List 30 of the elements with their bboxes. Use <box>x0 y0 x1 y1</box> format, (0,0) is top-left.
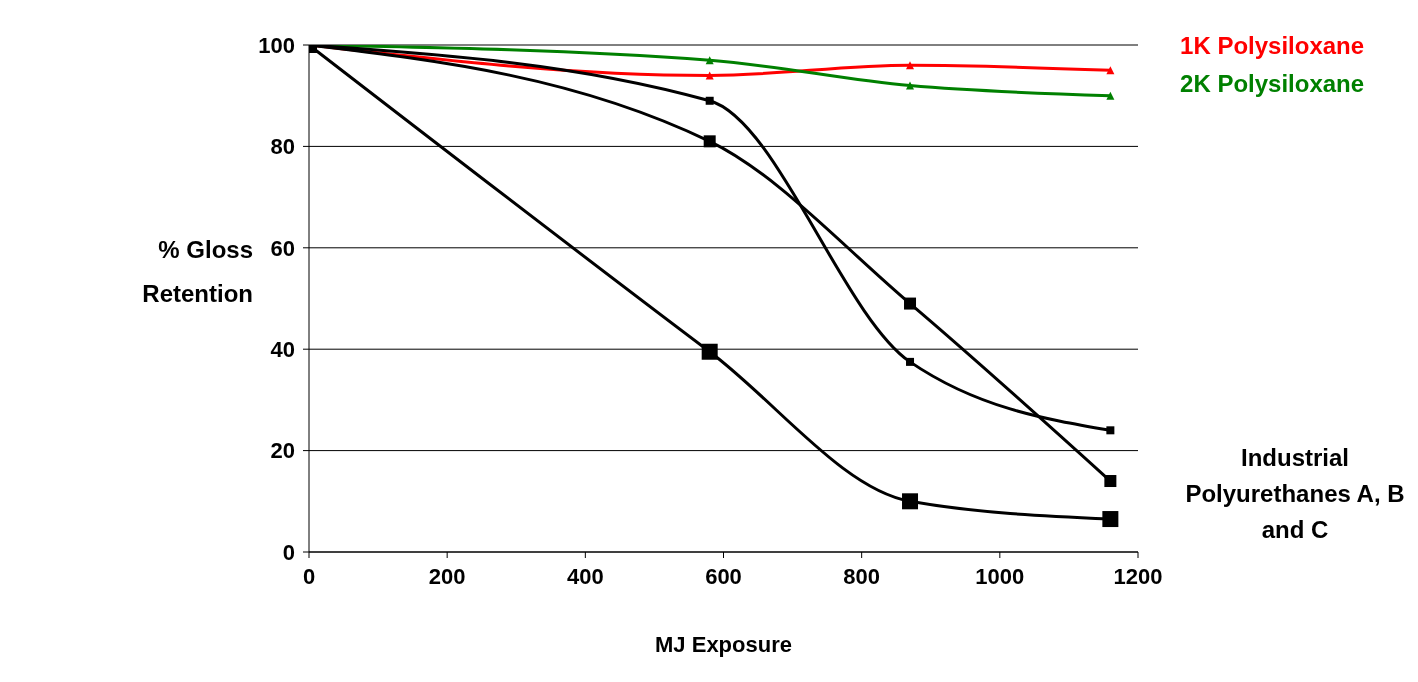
x-tick-label: 200 <box>428 563 466 589</box>
x-axis-title: MJ Exposure <box>655 632 792 657</box>
point <box>1106 91 1115 100</box>
y-tick-label: 80 <box>270 134 295 160</box>
y-tick-label: 60 <box>270 235 295 261</box>
point <box>705 96 714 105</box>
point <box>701 343 718 360</box>
y-tick-label: 20 <box>270 438 295 464</box>
text: 2K Polysiloxane <box>1180 69 1365 98</box>
y-tick-label: 100 <box>258 32 295 58</box>
y-tick-label: 0 <box>282 539 295 565</box>
text: Industrial Polyurethanes A, B and C <box>1184 443 1406 546</box>
point <box>1106 426 1115 435</box>
text: 1K Polysiloxane <box>1180 32 1365 61</box>
y-tick-label: 40 <box>270 337 295 363</box>
point <box>906 81 915 90</box>
point <box>906 357 915 366</box>
point <box>902 493 919 510</box>
x-tick-label: 1000 <box>975 563 1025 589</box>
y-axis-title: % Gloss Retention <box>141 234 253 309</box>
point <box>1104 475 1117 488</box>
point <box>906 61 915 70</box>
point <box>1102 511 1119 528</box>
x-tick-label: 0 <box>302 563 316 589</box>
x-tick-label: 800 <box>843 563 881 589</box>
x-tick-label: 400 <box>566 563 604 589</box>
x-tick-label: 600 <box>705 563 742 589</box>
point <box>904 297 917 310</box>
point <box>703 135 716 148</box>
x-tick-label: 1200 <box>1113 563 1163 589</box>
